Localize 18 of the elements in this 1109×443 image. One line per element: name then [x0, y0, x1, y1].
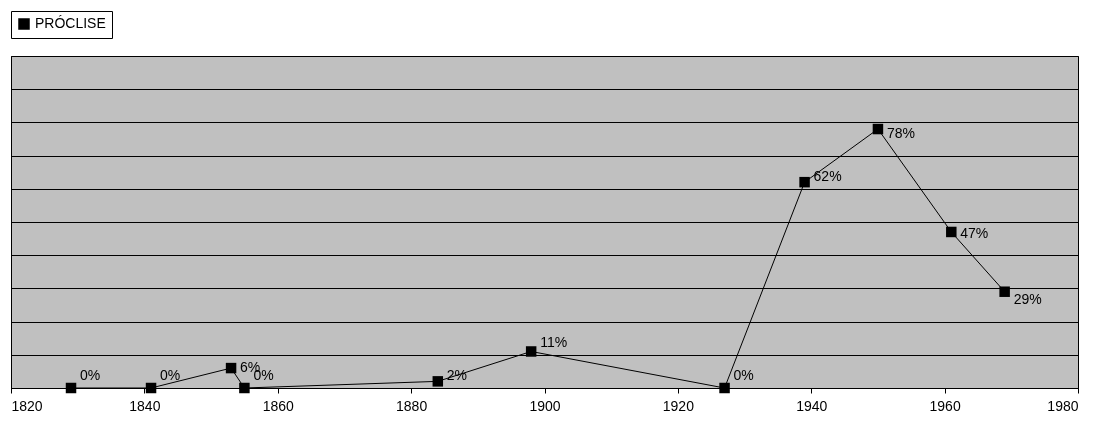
data-label: 78% [886, 125, 915, 142]
x-tick-label: 1960 [929, 397, 961, 414]
x-tick-label: 1840 [129, 397, 161, 414]
legend-label: PRÓCLISE [35, 15, 106, 31]
data-label: 11% [540, 334, 568, 351]
x-tick-label: 1940 [796, 397, 828, 414]
data-label: 0% [733, 367, 754, 384]
data-label: 0% [80, 367, 101, 384]
x-tick-label: 1860 [262, 397, 295, 414]
data-label: 62% [813, 168, 842, 185]
data-label: 0% [160, 367, 181, 384]
x-tick-label: 1920 [662, 397, 695, 414]
x-tick-label: 1820 [11, 397, 43, 414]
x-tick-label: 1880 [396, 397, 428, 414]
data-label: 47% [960, 224, 989, 241]
x-tick-label: 1900 [529, 397, 561, 414]
data-label: 29% [1013, 291, 1042, 308]
x-tick-label: 1980 [1047, 397, 1079, 414]
